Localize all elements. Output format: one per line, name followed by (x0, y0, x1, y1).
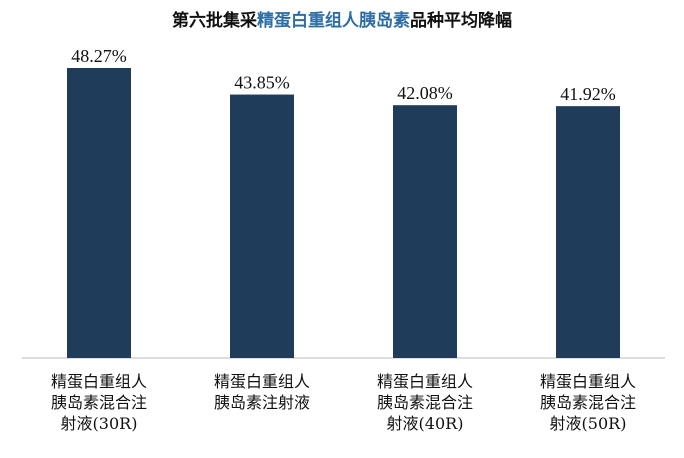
category-label: 精蛋白重组人 胰岛素混合注 射液(50R) (513, 371, 663, 434)
title-part: 第六批集采 (172, 11, 257, 31)
category-label: 精蛋白重组人 胰岛素混合注 射液(40R) (350, 371, 500, 434)
category-label-line: 射液(50R) (549, 414, 627, 433)
category-label-line: 精蛋白重组人 (213, 372, 310, 391)
bar (556, 106, 620, 358)
category-label-line: 胰岛素注射液 (213, 393, 310, 412)
bar (230, 94, 294, 358)
chart-title: 第六批集采精蛋白重组人胰岛素品种平均降幅 (0, 6, 684, 31)
data-label: 43.85% (234, 73, 290, 93)
category-label-line: 胰岛素混合注 (376, 393, 473, 412)
title-highlight: 精蛋白重组人胰岛素 (257, 11, 410, 31)
data-label: 42.08% (397, 83, 453, 103)
bar (67, 68, 131, 358)
category-label: 精蛋白重组人 胰岛素注射液 (187, 371, 337, 413)
data-label: 48.27% (71, 46, 127, 66)
data-label: 41.92% (560, 84, 616, 104)
category-label-line: 胰岛素混合注 (50, 393, 147, 412)
category-label-line: 射液(30R) (60, 414, 138, 433)
category-label-line: 精蛋白重组人 (376, 372, 473, 391)
category-label-line: 精蛋白重组人 (539, 372, 636, 391)
category-label-line: 射液(40R) (386, 414, 464, 433)
bar (393, 105, 457, 359)
category-label-line: 精蛋白重组人 (50, 372, 147, 391)
title-part: 品种平均降幅 (410, 11, 512, 31)
category-label-line: 胰岛素混合注 (539, 393, 636, 412)
category-label: 精蛋白重组人 胰岛素混合注 射液(30R) (24, 371, 174, 434)
